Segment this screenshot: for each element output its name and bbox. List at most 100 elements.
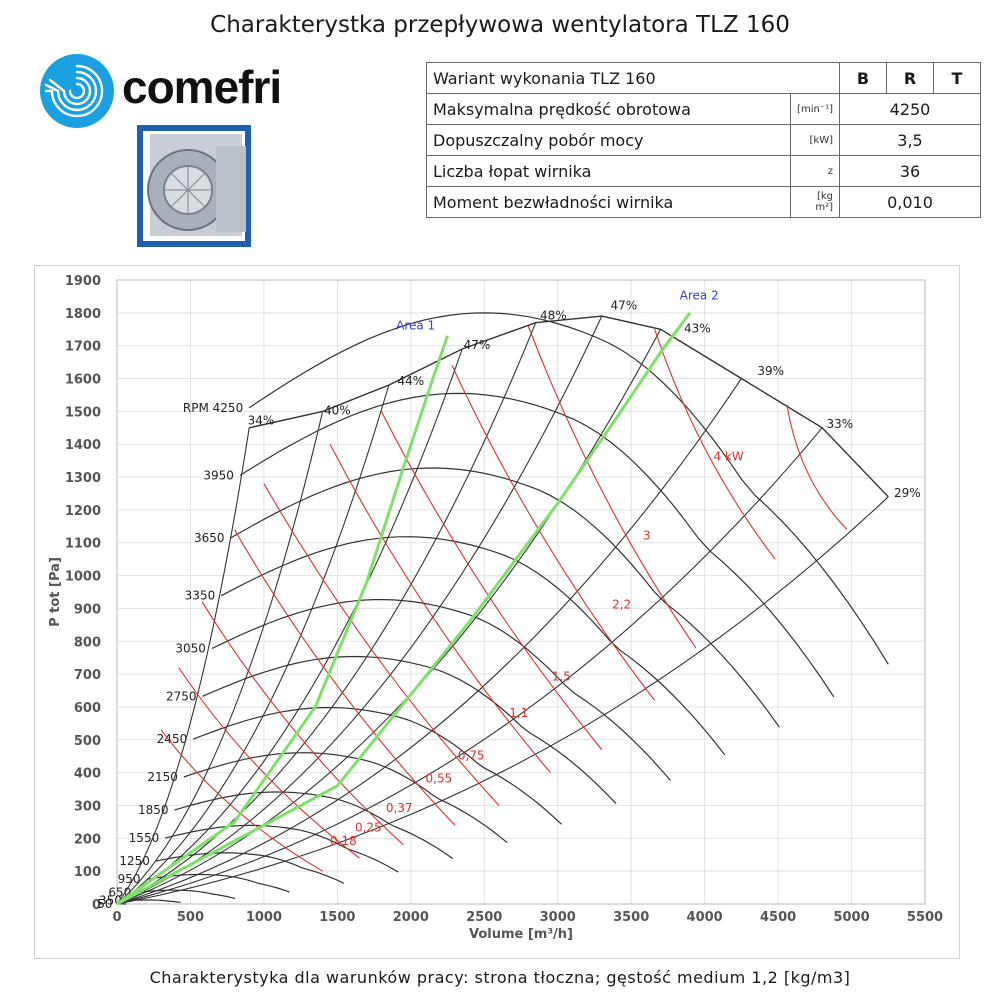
spec-row-unit: [kW]: [790, 124, 840, 156]
power-curve: [263, 483, 500, 806]
variant-col-r: R: [886, 62, 934, 94]
power-curve: [654, 329, 776, 560]
spec-row: Dopuszczalny pobór mocy [kW] 3,5: [425, 124, 981, 156]
rpm-curve: [183, 752, 508, 844]
power-curve: [178, 667, 360, 859]
efficiency-line: [116, 427, 250, 905]
efficiency-label: 48%: [540, 308, 567, 322]
brand-name: comefri: [122, 61, 282, 113]
x-tick-label: 2000: [393, 910, 429, 925]
area-label: Area 2: [680, 289, 719, 303]
rpm-curve: [239, 392, 835, 698]
rpm-curve: [165, 824, 399, 873]
y-tick-label: 400: [74, 767, 101, 782]
efficiency-line: [116, 496, 889, 905]
spec-row: Moment bezwładności wirnika [kg m²] 0,01…: [425, 186, 981, 218]
power-label: 0,55: [426, 771, 453, 785]
spec-row-value: 3,5: [839, 124, 981, 156]
x-tick-label: 1500: [319, 910, 355, 925]
spec-row-label: Moment bezwładności wirnika: [425, 186, 792, 218]
power-label: 3: [643, 528, 651, 542]
y-tick-label: 1900: [65, 274, 101, 289]
rpm-label: 2750: [166, 689, 197, 703]
x-tick-label: 2500: [466, 910, 502, 925]
y-tick-label: 1400: [65, 438, 101, 453]
y-tick-label: 1300: [65, 471, 101, 486]
y-tick-label: 1100: [65, 537, 101, 552]
y-tick-label: 1500: [65, 405, 101, 420]
area-curve: [116, 335, 449, 906]
spec-table: Wariant wykonania TLZ 160 B R T Maksymal…: [425, 62, 981, 218]
x-tick-label: 5000: [833, 910, 869, 925]
power-curve: [527, 325, 697, 649]
spec-row-unit: z: [790, 155, 840, 187]
variant-col-t: T: [933, 62, 981, 94]
rpm-curve: [248, 312, 889, 665]
rpm-curve: [202, 655, 617, 805]
variant-col-b: B: [839, 62, 887, 94]
plot-area: [116, 279, 926, 905]
spec-header-label: Wariant wykonania TLZ 160: [426, 62, 840, 94]
y-tick-label: 900: [74, 602, 101, 617]
efficiency-line: [116, 411, 324, 905]
spec-row-value: 0,010: [839, 186, 981, 218]
rpm-curve: [137, 889, 236, 899]
efficiency-label: 29%: [894, 486, 921, 500]
rpm-label: 2450: [157, 732, 188, 746]
comefri-logo-icon: [38, 52, 116, 134]
spec-row-label: Dopuszczalny pobór mocy: [425, 124, 792, 156]
spec-row: Maksymalna prędkość obrotowa [min⁻¹] 425…: [425, 93, 981, 125]
power-curve: [451, 365, 656, 701]
y-axis-label: P tot [Pa]: [48, 557, 63, 627]
x-tick-label: 3000: [540, 910, 576, 925]
fan-chart-frame: 0 500 1000 1500 2000 2500 3000 3500 4000 4500 5000…: [34, 265, 960, 959]
efficiency-line: [116, 322, 537, 905]
y-tick-label: 800: [74, 635, 101, 650]
fan-image: [136, 120, 256, 256]
y-tick-label: 1600: [65, 373, 101, 388]
power-curve: [329, 443, 551, 773]
spec-row-value: 36: [839, 155, 981, 187]
power-curve: [234, 529, 456, 826]
spec-row-label: Liczba łopat wirnika: [425, 155, 792, 187]
power-label: 4 kW: [713, 450, 743, 464]
efficiency-label: 40%: [324, 404, 351, 418]
rpm-label: 50: [97, 897, 112, 911]
power-label: 1,1: [509, 706, 528, 720]
efficiency-line: [116, 378, 742, 905]
rpm-label: 3950: [203, 468, 234, 482]
rpm-curve: [220, 536, 726, 756]
rpm-label: 1850: [138, 803, 169, 817]
power-label: 0,25: [355, 821, 382, 835]
power-curve: [160, 729, 323, 872]
spec-row-label: Maksymalna prędkość obrotowa: [425, 93, 792, 125]
y-tick-label: 600: [74, 701, 101, 716]
fan-characteristic-chart: 0 500 1000 1500 2000 2500 3000 3500 4000 4500 5000…: [48, 274, 943, 942]
y-tick-label: 1000: [65, 570, 101, 585]
rpm-label: 3350: [185, 589, 216, 603]
efficiency-label: 44%: [397, 374, 424, 388]
rpm-label: 2150: [147, 770, 178, 784]
efficiency-label: 39%: [757, 364, 784, 378]
rpm-label: 3650: [194, 531, 225, 545]
y-tick-label: 0: [92, 898, 101, 913]
rpm-label: 3050: [175, 641, 206, 655]
y-tick-label: 1700: [65, 340, 101, 355]
efficiency-label: 33%: [826, 417, 853, 431]
rpm-curve: [174, 791, 454, 860]
power-label: 0,75: [458, 748, 485, 762]
power-curve: [201, 601, 404, 846]
x-tick-label: 0: [112, 910, 121, 925]
power-label: 0,18: [330, 834, 357, 848]
x-tick-label: 4000: [687, 910, 723, 925]
efficiency-label: 47%: [464, 338, 491, 352]
y-tick-label: 200: [74, 832, 101, 847]
y-tick-label: 1800: [65, 307, 101, 322]
y-tick-label: 1200: [65, 504, 101, 519]
power-label: 1,5: [552, 670, 571, 684]
efficiency-label: 43%: [684, 322, 711, 336]
power-curve: [786, 404, 848, 530]
area-curve: [116, 311, 692, 906]
efficiency-line: [116, 427, 823, 905]
spec-row-unit: [min⁻¹]: [790, 93, 840, 125]
